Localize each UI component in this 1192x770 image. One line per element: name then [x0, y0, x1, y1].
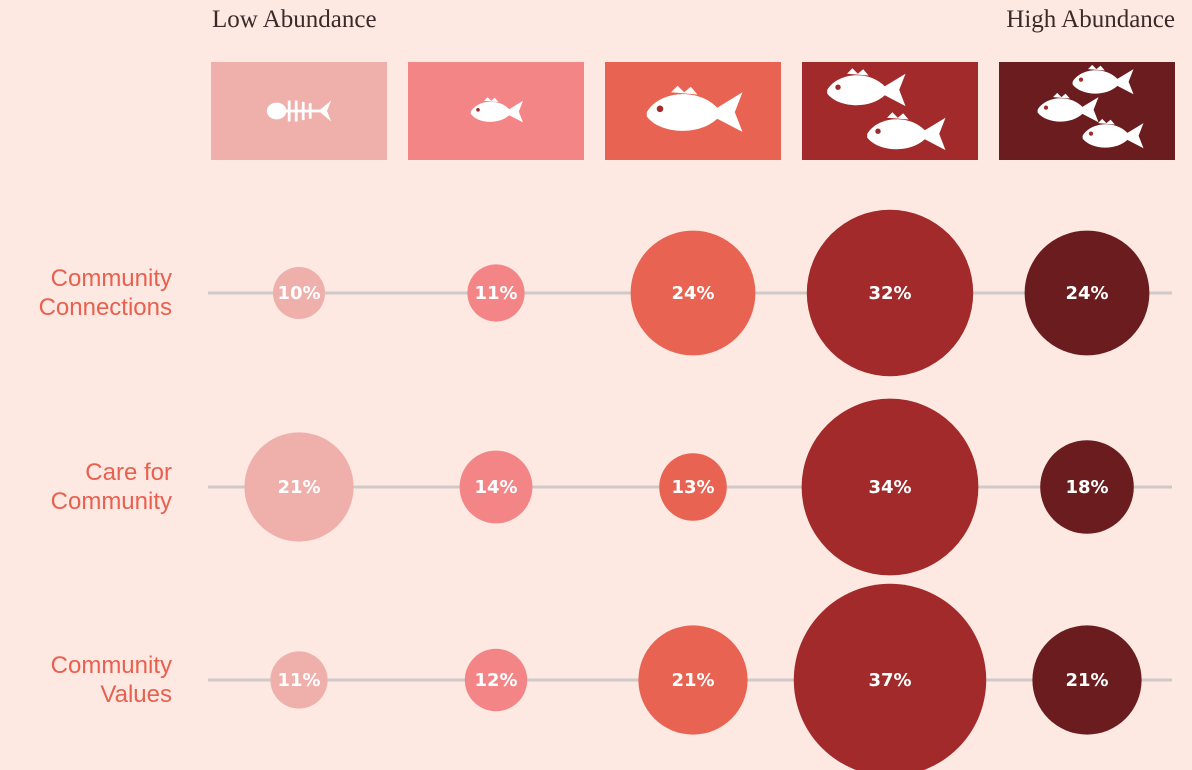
bubble [273, 267, 325, 319]
bubble [464, 648, 528, 712]
bubble [793, 583, 987, 770]
bubble [806, 209, 974, 377]
value-label: 21% [671, 670, 714, 691]
value-label: 24% [1065, 283, 1108, 304]
bubble [244, 432, 354, 542]
value-label: 11% [474, 283, 517, 304]
row-label: Care for Community [50, 459, 172, 515]
bubble [801, 398, 979, 576]
value-label: 13% [671, 477, 714, 498]
value-label: 21% [1065, 670, 1108, 691]
low-label: Low Abundance [212, 6, 377, 33]
bubble [1032, 625, 1142, 735]
high-label: High Abundance [1006, 6, 1175, 33]
value-label: 11% [277, 670, 320, 691]
bubble [1040, 440, 1134, 534]
value-label: 14% [474, 477, 517, 498]
value-label: 24% [671, 283, 714, 304]
value-label: 32% [868, 283, 911, 304]
bubble [270, 651, 328, 709]
value-label: 12% [474, 670, 517, 691]
bubble [467, 264, 525, 322]
bubble [659, 453, 727, 521]
bubble [459, 450, 533, 524]
bubble [630, 230, 756, 356]
row-label: Community Values [50, 652, 172, 708]
value-label: 34% [868, 477, 911, 498]
row-label: Community Connections [38, 265, 172, 321]
bubble [1024, 230, 1150, 356]
value-label: 10% [277, 283, 320, 304]
bubble [638, 625, 748, 735]
value-label: 18% [1065, 477, 1108, 498]
value-label: 37% [868, 670, 911, 691]
value-label: 21% [277, 477, 320, 498]
